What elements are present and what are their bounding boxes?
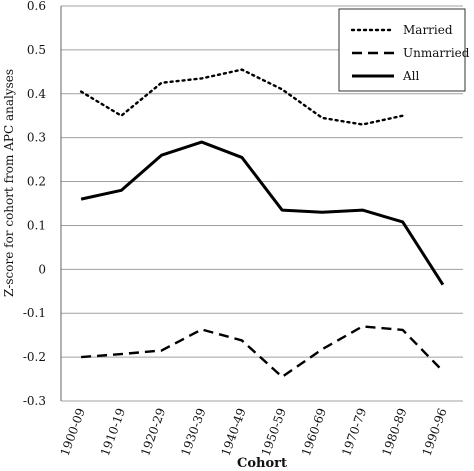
- series-lines: [79, 68, 445, 379]
- x-tick-label: 1910-19: [98, 406, 128, 458]
- y-tick-label: 0.4: [27, 87, 46, 101]
- series-line-all: [80, 140, 445, 286]
- x-tick-label: 1960-69: [299, 406, 329, 458]
- y-tick-label: -0.3: [23, 394, 46, 408]
- x-tick-label: 1990-96: [420, 406, 450, 458]
- y-axis-title: Z-score for cohort from APC analyses: [2, 69, 16, 297]
- x-tick-label: 1950-59: [259, 406, 289, 458]
- legend-label: All: [402, 69, 420, 83]
- x-tick-label: 1900-09: [58, 406, 88, 458]
- y-tick-label: 0.3: [27, 131, 46, 145]
- series-line-married: [79, 68, 404, 126]
- y-tick-labels: 0.6 0.5 0.4 0.3 0.2 0.1 0 -0.1 -0.2 -0.3: [23, 0, 46, 408]
- x-axis-title: Cohort: [237, 456, 287, 471]
- x-tick-label: 1980-89: [379, 406, 409, 458]
- y-tick-label: 0.6: [27, 0, 46, 13]
- y-tick-label: 0.2: [27, 175, 46, 189]
- y-tick-label: 0.1: [27, 218, 46, 232]
- y-tick-label: -0.2: [23, 350, 46, 364]
- x-tick-label: 1940-49: [219, 406, 249, 458]
- y-tick-label: -0.1: [23, 306, 46, 320]
- y-tick-label: 0: [38, 262, 46, 276]
- legend-label: Married: [403, 23, 453, 37]
- y-tick-label: 0.5: [27, 43, 46, 57]
- legend-label: Unmarried: [403, 46, 470, 60]
- x-tick-label: 1920-29: [138, 406, 168, 458]
- legend: Married Unmarried All: [338, 8, 470, 92]
- series-line-unmarried: [81, 325, 444, 379]
- x-tick-labels: 1900-09 1910-19 1920-29 1930-39 1940-49 1950-…: [58, 406, 450, 458]
- x-tick-label: 1970-79: [339, 406, 369, 458]
- x-tick-label: 1930-39: [178, 406, 208, 458]
